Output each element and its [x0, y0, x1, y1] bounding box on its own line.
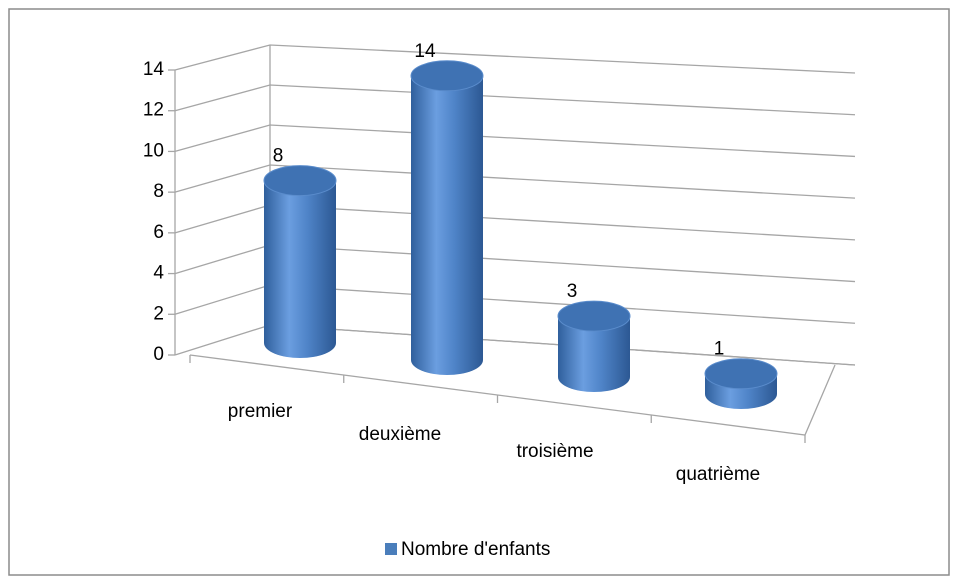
grid-line: [174, 84, 856, 116]
bar: [558, 316, 630, 392]
bar-top: [557, 300, 631, 332]
y-tick-label: 12: [143, 100, 164, 121]
y-tick-label: 0: [153, 344, 164, 365]
y-tick-label: 4: [153, 263, 164, 284]
bar-top: [704, 358, 778, 390]
legend-label: Nombre d'enfants: [401, 539, 550, 560]
data-label: 3: [567, 281, 578, 302]
x-tick-label: troisième: [516, 441, 593, 462]
grid-line: [174, 124, 856, 158]
data-label: 8: [273, 146, 284, 167]
y-tick-label: 2: [153, 303, 164, 324]
grid-line: [174, 164, 856, 199]
y-tick-label: 6: [153, 222, 164, 243]
y-tick-label: 14: [143, 59, 165, 80]
y-tick-label: 8: [153, 181, 164, 202]
x-tick-label: premier: [228, 401, 293, 422]
y-tick-label: 10: [143, 140, 164, 161]
bar: [264, 180, 336, 358]
x-tick-label: deuxième: [359, 424, 441, 445]
bar: [411, 75, 483, 376]
data-label: 1: [714, 339, 725, 360]
data-label: 14: [414, 41, 436, 62]
bar-top: [410, 60, 484, 92]
bar-top: [263, 165, 337, 197]
legend-swatch: [385, 543, 397, 555]
grid-line: [174, 44, 856, 74]
x-tick-label: quatrième: [676, 464, 761, 485]
